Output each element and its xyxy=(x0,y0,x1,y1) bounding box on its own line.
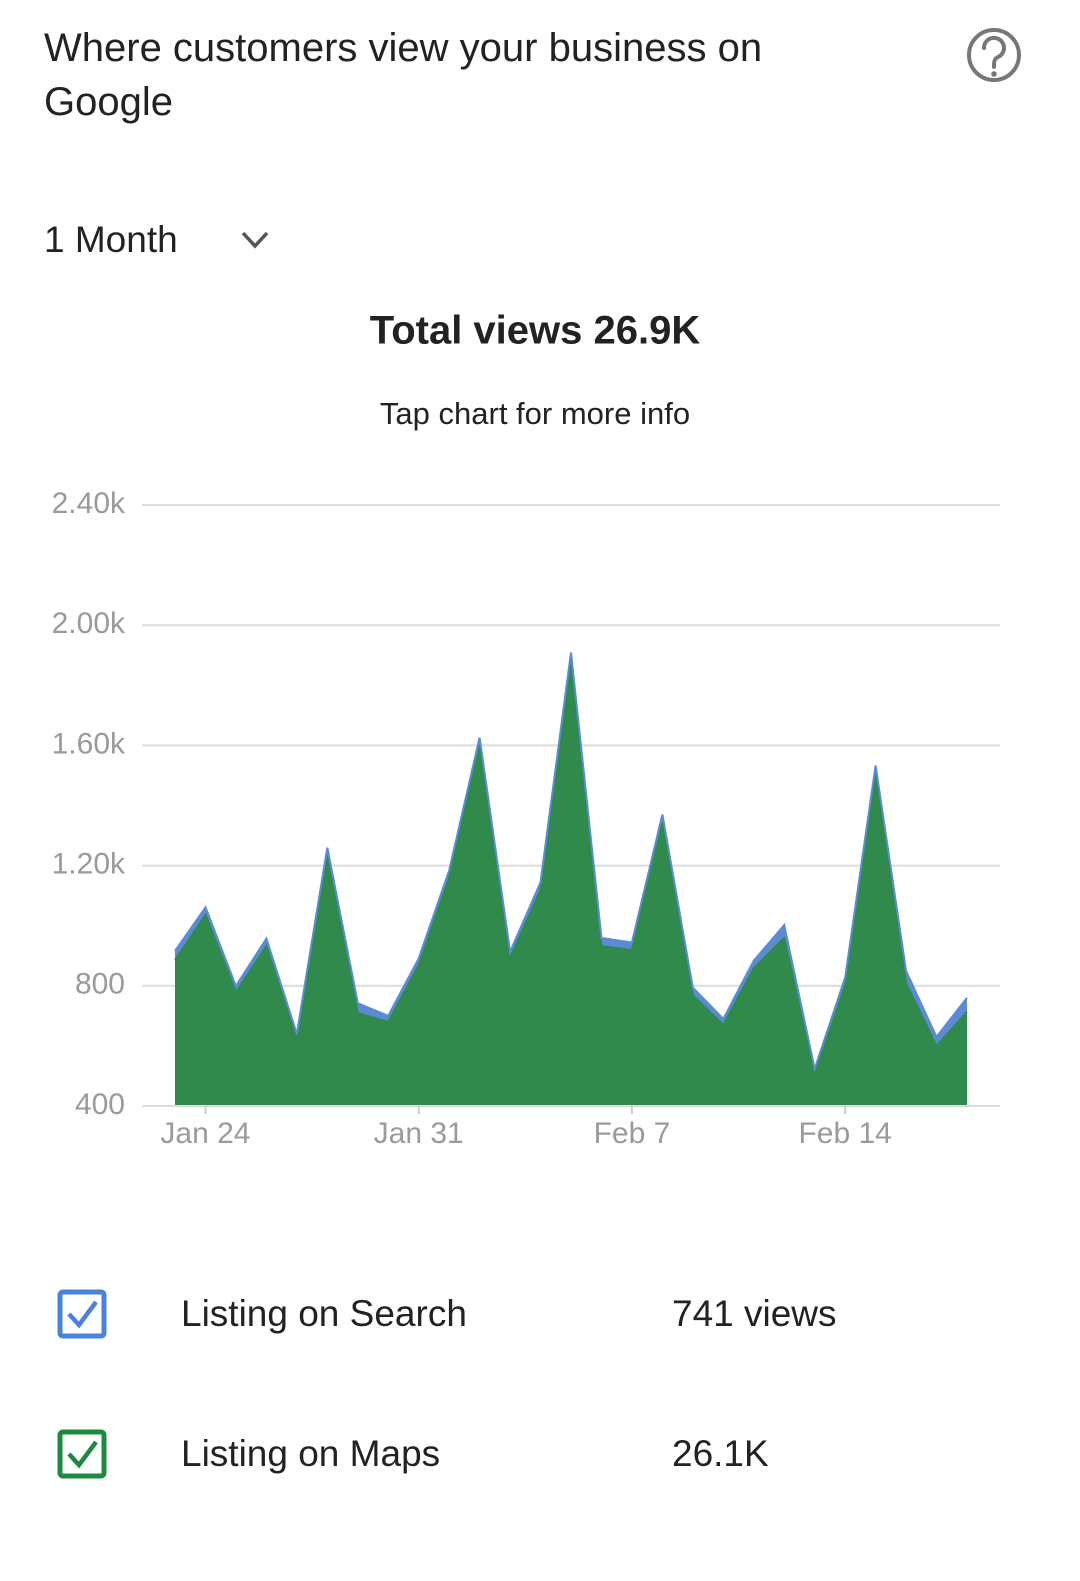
chart-subtitle: Tap chart for more info xyxy=(380,396,690,431)
x-tick-label: Feb 7 xyxy=(594,1117,671,1150)
plot[interactable]: 400 800 1.20k 1.60k 2.00k 2.40k Jan 24 Jan 31 Fe… xyxy=(52,487,1000,1150)
y-tick-label: 400 xyxy=(75,1088,125,1121)
help-dot[interactable] xyxy=(991,71,997,77)
y-tick-label: 1.20k xyxy=(52,848,126,881)
area-edge xyxy=(174,652,968,1073)
help-icon[interactable] xyxy=(967,28,1021,82)
legend-search[interactable] xyxy=(57,1289,107,1339)
checkbox-search[interactable] xyxy=(57,1289,107,1339)
chevron[interactable] xyxy=(241,231,269,249)
period-label[interactable]: 1 Month xyxy=(44,219,178,260)
x-tick-label: Jan 31 xyxy=(374,1117,464,1150)
y-tick-label: 800 xyxy=(75,968,125,1001)
legend-label[interactable]: Listing on Search xyxy=(181,1293,467,1334)
checkmark[interactable] xyxy=(67,1440,98,1469)
x-tick-label: Jan 24 xyxy=(160,1117,250,1150)
area-fill xyxy=(175,660,967,1106)
help-circle[interactable] xyxy=(967,28,1021,82)
y-tick-label: 1.60k xyxy=(52,727,126,760)
period-dropdown[interactable]: 1 Month xyxy=(44,219,269,260)
legend-maps[interactable] xyxy=(57,1429,107,1479)
legend-value: 26.1K xyxy=(672,1433,769,1474)
checkbox-maps[interactable] xyxy=(57,1429,107,1479)
x-tick-label: Feb 14 xyxy=(798,1117,891,1150)
y-tick-label: 2.00k xyxy=(52,607,126,640)
y-tick-label: 2.40k xyxy=(52,487,126,520)
chart-title: Total views 26.9K xyxy=(370,309,701,353)
help-mark[interactable] xyxy=(981,35,1006,69)
legend-value: 741 views xyxy=(672,1293,837,1334)
checkmark[interactable] xyxy=(67,1300,98,1329)
legend-label[interactable]: Listing on Maps xyxy=(181,1433,440,1474)
card-title: Where customers view your business on Goo… xyxy=(44,26,762,124)
